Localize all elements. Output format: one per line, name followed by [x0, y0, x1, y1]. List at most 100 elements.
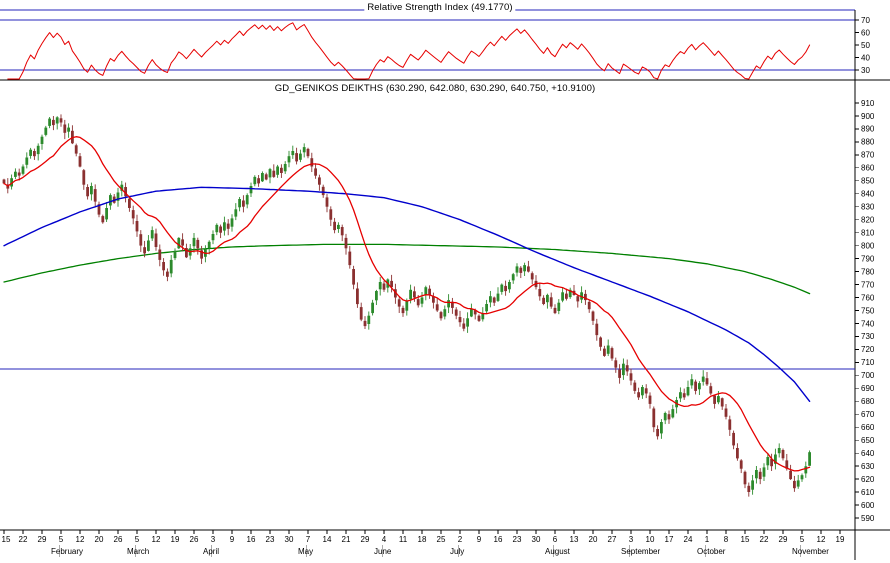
- month-label: March: [127, 547, 149, 556]
- candle-body: [584, 293, 587, 301]
- candle-body: [439, 312, 443, 319]
- candle-body: [504, 285, 507, 292]
- candle-body: [781, 450, 785, 459]
- candle-body: [637, 392, 640, 398]
- rsi-panel-title: Relative Strength Index (49.1770): [364, 2, 516, 13]
- candle-body: [158, 249, 162, 260]
- candle-body: [698, 383, 701, 390]
- week-label: 1: [705, 535, 710, 544]
- candle-body: [405, 301, 409, 311]
- candle-body: [291, 151, 295, 156]
- candle-body: [435, 304, 439, 311]
- month-label: April: [203, 547, 219, 556]
- candle-body: [181, 239, 184, 246]
- price-tick-label: 880: [861, 138, 875, 147]
- candle-body: [561, 292, 564, 301]
- price-tick-label: 700: [861, 371, 875, 380]
- bottom-axis: 15 22 29 5 12 20 26 5 12 19 26 3 9 16 23 30 7 14 21 29 4 11 18…: [2, 530, 845, 557]
- week-label: 3: [211, 535, 216, 544]
- month-label: February: [51, 547, 83, 556]
- week-label: 20: [589, 535, 598, 544]
- candle-body: [135, 221, 139, 232]
- candle-body: [33, 151, 36, 157]
- price-tick-label: 690: [861, 384, 875, 393]
- candle-body: [515, 266, 519, 273]
- price-tick-label: 650: [861, 436, 875, 445]
- rsi-line: [7, 22, 811, 80]
- candle-body: [36, 145, 40, 155]
- week-label: 15: [2, 535, 11, 544]
- week-label: 29: [779, 535, 788, 544]
- candle-body: [154, 233, 158, 247]
- candle-body: [17, 172, 21, 176]
- candle-body: [451, 301, 454, 308]
- month-label: October: [697, 547, 726, 556]
- candle-body: [401, 307, 405, 314]
- candle-body: [701, 376, 705, 382]
- week-label: 2: [458, 535, 463, 544]
- week-label: 23: [266, 535, 275, 544]
- candle-body: [325, 197, 329, 207]
- candle-body: [253, 176, 257, 185]
- candle-body: [660, 422, 663, 434]
- candle-body: [709, 386, 713, 394]
- candle-body: [86, 187, 89, 197]
- week-label: 22: [760, 535, 769, 544]
- candle-body: [652, 408, 656, 428]
- candle-body: [500, 284, 504, 292]
- price-tick-label: 600: [861, 501, 875, 510]
- candle-body: [751, 480, 754, 490]
- week-label: 20: [95, 535, 104, 544]
- candle-body: [363, 320, 367, 327]
- candle-body: [428, 288, 431, 295]
- candle-body: [147, 240, 150, 251]
- candle-body: [116, 192, 120, 201]
- rsi-tick-label: 30: [861, 66, 870, 75]
- candle-body: [397, 299, 401, 307]
- candle-body: [299, 153, 302, 160]
- candle-body: [603, 348, 606, 356]
- week-label: 21: [342, 535, 351, 544]
- candle-body: [162, 262, 165, 271]
- candle-body: [185, 248, 188, 258]
- candle-body: [720, 398, 724, 407]
- week-label: 16: [247, 535, 256, 544]
- candle-body: [109, 195, 112, 206]
- week-label: 6: [553, 535, 558, 544]
- price-tick-label: 750: [861, 306, 875, 315]
- candle-body: [245, 195, 249, 205]
- candle-body: [234, 209, 238, 217]
- rsi-tick-label: 70: [861, 16, 870, 25]
- candle-body: [736, 448, 739, 459]
- price-tick-label: 890: [861, 125, 875, 134]
- candle-body: [359, 307, 363, 320]
- candle-body: [74, 145, 78, 154]
- rsi-tick-label: 60: [861, 28, 870, 37]
- price-plot[interactable]: [2, 114, 811, 497]
- price-tick-label: 670: [861, 410, 875, 419]
- candle-body: [371, 302, 374, 314]
- price-tick-label: 860: [861, 164, 875, 173]
- week-label: 19: [171, 535, 180, 544]
- week-label: 5: [59, 535, 64, 544]
- candle-body: [272, 170, 276, 177]
- price-tick-label: 730: [861, 332, 875, 341]
- rsi-plot[interactable]: [7, 22, 811, 80]
- candle-body: [40, 136, 44, 144]
- week-label: 23: [513, 535, 522, 544]
- candle-body: [511, 274, 515, 281]
- candle-body: [770, 458, 773, 467]
- candle-body: [766, 457, 770, 466]
- week-label: 29: [361, 535, 370, 544]
- month-label: November: [792, 547, 829, 556]
- candle-body: [424, 287, 428, 296]
- candle-body: [667, 414, 671, 420]
- candle-body: [462, 323, 466, 329]
- candle-body: [2, 179, 6, 184]
- candle-body: [565, 293, 568, 299]
- candle-body: [682, 393, 686, 398]
- candle-body: [595, 323, 599, 336]
- week-label: 12: [817, 535, 826, 544]
- week-label: 9: [230, 535, 235, 544]
